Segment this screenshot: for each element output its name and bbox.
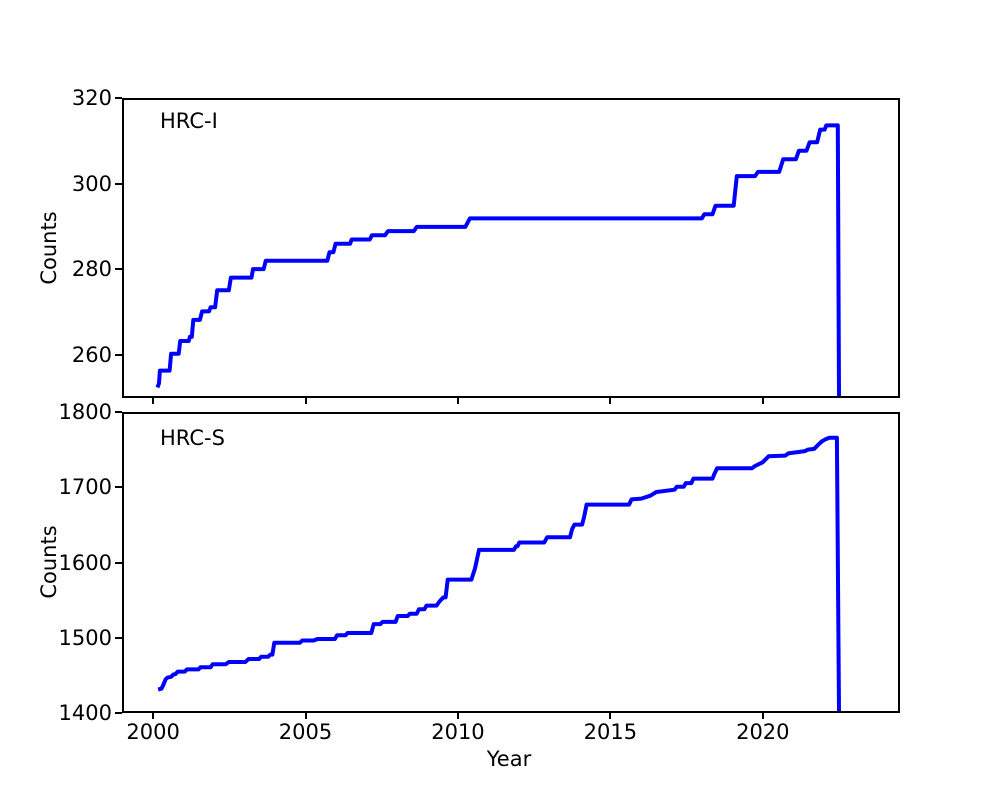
y-tick [115,354,122,357]
y-tick-label: 320 [71,86,112,110]
y-tick [115,561,122,564]
x-tick-label: 2000 [126,720,180,744]
x-tick-label: 2020 [736,720,790,744]
y-tick [115,486,122,489]
y-tick [115,411,122,413]
y-tick [115,636,122,639]
x-tick [304,713,307,719]
y-tick-label: 1500 [58,625,112,650]
x-tick [456,713,459,719]
panel-label-hrc-i: HRC-I [160,109,218,133]
x-tick-label: 2005 [278,720,333,744]
plot-area-hrc-s: HRC-S [122,412,900,713]
panel-label-hrc-s: HRC-S [160,426,225,450]
y-tick [115,712,122,714]
y-tick [115,268,122,271]
x-tick-label: 2015 [583,720,638,744]
y-tick-label: 1600 [58,550,112,575]
y-tick-label: 300 [71,171,112,196]
y-tick-label: 1700 [58,475,112,500]
y-tick [115,97,122,99]
x-tick [609,398,612,404]
x-tick [304,398,307,404]
x-tick [761,713,764,719]
y-tick-label: 1400 [58,701,112,725]
x-tick [761,398,764,404]
y-tick-label: 280 [71,257,112,282]
data-line-hrc-s [157,435,841,711]
y-tick-label: 1800 [58,400,112,424]
plot-area-hrc-i: HRC-I [122,98,900,398]
x-tick [456,398,459,404]
y-tick [115,182,122,185]
x-tick [152,713,155,719]
x-axis-label: Year [486,747,532,771]
x-tick [609,713,612,719]
y-tick-label: 260 [71,343,112,368]
line-chart-hrc-s [157,435,841,711]
data-line-hrc-i [155,123,841,396]
x-tick-label: 2010 [431,720,485,744]
line-chart-hrc-i [155,123,841,396]
x-tick [152,398,155,404]
